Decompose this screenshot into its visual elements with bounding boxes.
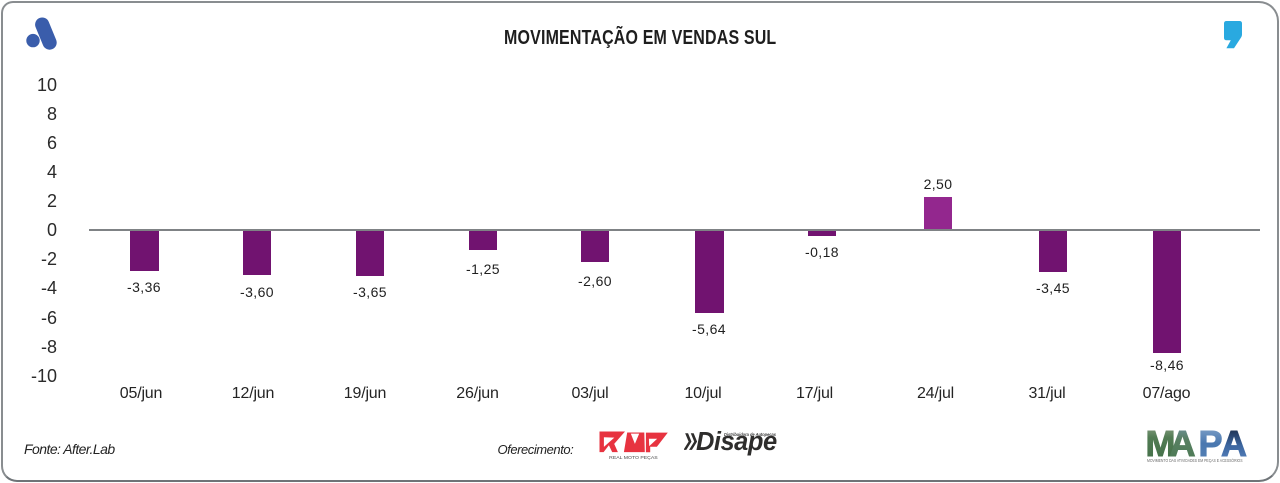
svg-text:P: P (1199, 425, 1223, 464)
svg-text:A: A (1221, 425, 1247, 464)
svg-text:A: A (1170, 425, 1196, 464)
svg-text:MOVIMENTO DAS ATIVIDADES EM PE: MOVIMENTO DAS ATIVIDADES EM PEÇAS E ACES… (1147, 458, 1243, 463)
svg-text:M: M (1146, 425, 1176, 464)
svg-text:Distribuidora de Autopeças: Distribuidora de Autopeças (724, 432, 776, 438)
svg-text:REAL MOTO PEÇAS: REAL MOTO PEÇAS (609, 454, 658, 459)
